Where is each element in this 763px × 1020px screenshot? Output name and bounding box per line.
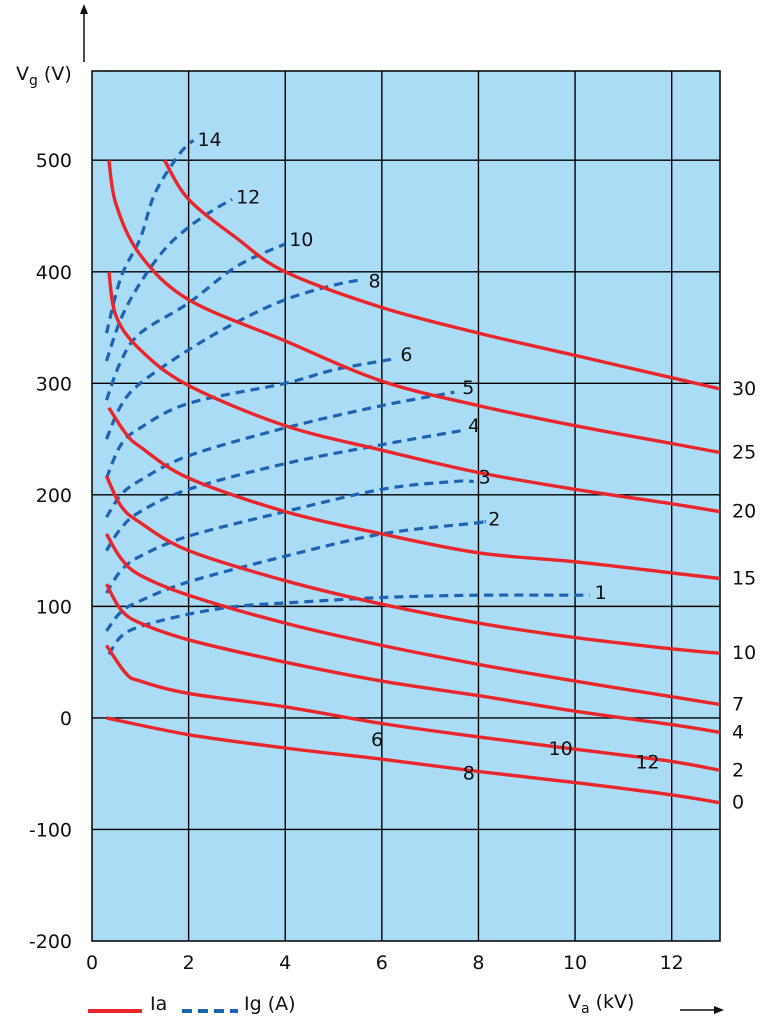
ig-label-14: 14 — [197, 129, 221, 151]
ia-curve-30 — [163, 159, 721, 391]
ia-curves — [104, 159, 721, 805]
legend-ig-label: Ig (A) — [244, 993, 296, 1015]
ig-curve-1 — [107, 593, 590, 656]
ia-label-0: 0 — [732, 792, 744, 814]
ig-curve-6 — [105, 357, 397, 479]
ig-label-5: 5 — [462, 377, 474, 399]
grid — [92, 71, 720, 941]
ia-curve-0 — [106, 716, 721, 805]
ia-curve-15 — [107, 406, 721, 581]
x-tick-label: 2 — [183, 952, 195, 974]
y-tick-label: 500 — [36, 150, 72, 172]
ig-curve-2 — [105, 519, 489, 632]
ig-curve-8 — [105, 278, 363, 440]
ig-curve-14 — [104, 139, 195, 334]
legend-ia-label: Ia — [150, 993, 167, 1015]
y-axis-label: Vg (V) — [16, 63, 72, 89]
y-tick-label: 0 — [60, 708, 72, 730]
plot-border — [91, 70, 721, 942]
plot-background — [92, 71, 720, 941]
ia-curve-20 — [107, 271, 721, 514]
ia-curve-25 — [107, 159, 721, 455]
y-tick-label: 300 — [36, 373, 72, 395]
x-tick-label: 10 — [563, 952, 587, 974]
ia-label-10: 10 — [732, 642, 756, 664]
ig-label-6: 6 — [400, 344, 412, 366]
ig-curve-12 — [104, 197, 233, 362]
ig-curve-10 — [104, 242, 286, 401]
ig-curve-4 — [105, 428, 465, 552]
legend: Ia Ig (A) — [88, 993, 296, 1015]
y-tick-label: 100 — [36, 596, 72, 618]
ia-label-2: 2 — [732, 759, 744, 781]
x-axis-label: Va (kV) — [568, 991, 634, 1017]
x-tick-label: 8 — [472, 952, 484, 974]
ig-label-10: 10 — [289, 229, 313, 251]
y-tick-label: -200 — [29, 931, 72, 953]
ig-label-3: 3 — [479, 466, 491, 488]
ia-curve-7 — [105, 533, 721, 707]
ia-curve-4 — [104, 583, 721, 735]
ig-label-4: 4 — [468, 415, 480, 437]
y-tick-label: 200 — [36, 485, 72, 507]
ia-point-label: 8 — [463, 763, 475, 785]
x-axis-arrow — [680, 1006, 724, 1014]
ia-label-4: 4 — [732, 721, 744, 743]
ia-point-label: 10 — [548, 738, 572, 760]
ia-point-label: 12 — [635, 752, 659, 774]
x-tick-label: 12 — [660, 952, 684, 974]
x-tick-label: 4 — [279, 952, 291, 974]
ig-label-2: 2 — [488, 509, 500, 531]
ia-point-label: 6 — [371, 729, 383, 751]
ia-label-7: 7 — [732, 694, 744, 716]
y-tick-label: -100 — [29, 819, 72, 841]
ia-label-20: 20 — [732, 501, 756, 523]
ig-curves — [104, 139, 590, 656]
ig-label-1: 1 — [595, 582, 607, 604]
y-axis-arrow — [80, 4, 88, 62]
ig-label-8: 8 — [369, 271, 381, 293]
ia-label-30: 30 — [732, 378, 756, 400]
ia-label-15: 15 — [732, 568, 756, 590]
ig-label-12: 12 — [236, 186, 260, 208]
y-tick-label: 400 — [36, 262, 72, 284]
ia-label-25: 25 — [732, 441, 756, 463]
x-tick-label: 6 — [376, 952, 388, 974]
x-tick-label: 0 — [86, 952, 98, 974]
ig-curve-5 — [105, 390, 455, 519]
ia-curve-10 — [104, 475, 721, 655]
ig-curve-3 — [105, 479, 474, 594]
ia-curve-2 — [105, 644, 721, 772]
